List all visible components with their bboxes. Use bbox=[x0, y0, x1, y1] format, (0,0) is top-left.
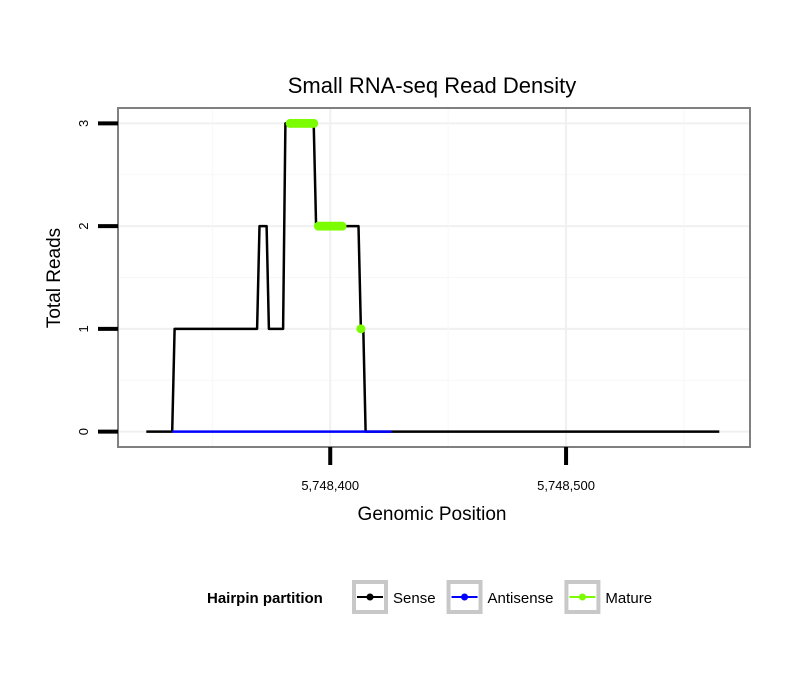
legend-title: Hairpin partition bbox=[207, 590, 323, 607]
legend-label-mature: Mature bbox=[605, 590, 652, 607]
x-axis: 5,748,400 5,748,500 bbox=[301, 447, 595, 493]
series-mature bbox=[285, 118, 366, 334]
x-tick-label-5,748,400: 5,748,400 bbox=[301, 478, 359, 493]
y-axis: 0 1 2 3 bbox=[76, 120, 118, 435]
chart-title: Small RNA-seq Read Density bbox=[288, 73, 577, 98]
plot-border bbox=[117, 107, 751, 448]
y-tick-label-2: 2 bbox=[76, 223, 91, 230]
plot-panel bbox=[117, 107, 751, 448]
legend-entry-antisense: Antisense bbox=[446, 580, 554, 614]
legend-point-mature bbox=[578, 593, 586, 601]
legend-label-antisense: Antisense bbox=[488, 590, 554, 607]
y-axis-label: Total Reads bbox=[44, 228, 65, 328]
mature-point-21 bbox=[337, 221, 347, 231]
y-tick-label-3: 3 bbox=[76, 120, 91, 127]
x-axis-label: Genomic Position bbox=[358, 504, 507, 525]
x-tick-label-5,748,500: 5,748,500 bbox=[537, 478, 595, 493]
legend-entries: Sense Antisense Mature bbox=[352, 580, 652, 614]
legend-entry-sense: Sense bbox=[352, 580, 436, 614]
mature-point-22 bbox=[356, 324, 366, 334]
y-tick-label-0: 0 bbox=[76, 428, 91, 435]
legend-label-sense: Sense bbox=[393, 590, 436, 607]
data-series bbox=[146, 118, 720, 433]
legend: Hairpin partition Sense Antisense Mature bbox=[207, 580, 652, 614]
mature-point-10 bbox=[309, 118, 319, 128]
legend-point-sense bbox=[366, 593, 374, 601]
legend-entry-mature: Mature bbox=[564, 580, 652, 614]
y-tick-label-1: 1 bbox=[76, 325, 91, 332]
legend-point-antisense bbox=[461, 593, 469, 601]
